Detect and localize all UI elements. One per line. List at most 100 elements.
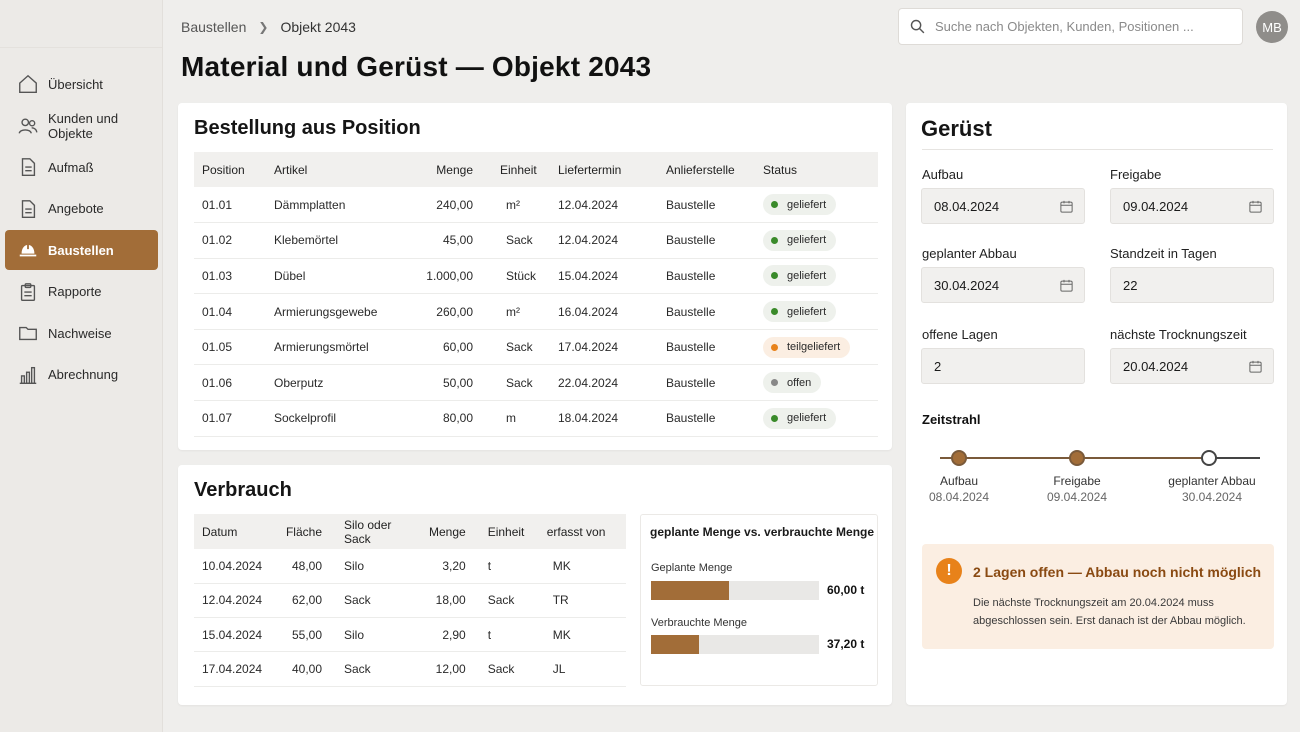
column-header[interactable]: Menge (386, 152, 481, 187)
column-header[interactable]: Liefertermin (550, 152, 658, 187)
standzeit-field: 22 (1110, 267, 1274, 303)
table-row[interactable]: 01.01 Dämmplatten 240,00 m² 12.04.2024 Bauste… (194, 187, 878, 224)
column-header[interactable]: Silo oder Sack (330, 514, 421, 549)
cell-termin: 12.04.2024 (550, 187, 658, 224)
cell-menge: 3,20 (421, 549, 474, 584)
sidebar-item-label: Aufmaß (48, 159, 94, 175)
consumption-title: Verbrauch (194, 479, 292, 501)
aufbau-date-field[interactable]: 08.04.2024 (921, 188, 1085, 224)
cell-menge: 45,00 (386, 222, 481, 259)
search-box[interactable] (898, 8, 1243, 45)
timeline-step-date: 09.04.2024 (1046, 490, 1108, 504)
table-row[interactable]: 01.05 Armierungsmörtel 60,00 Sack 17.04.2024… (194, 329, 878, 366)
table-row[interactable]: 01.07 Sockelprofil 80,00 m 18.04.2024 Baustel… (194, 400, 878, 437)
cell-einheit: Sack (481, 222, 550, 259)
column-header[interactable]: Position (194, 152, 266, 187)
cell-artikel: Klebemörtel (266, 222, 386, 259)
table-row[interactable]: 01.04 Armierungsgewebe 260,00 m² 16.04.2024 B… (194, 293, 878, 330)
sidebar-item-uebersicht[interactable]: Übersicht (5, 64, 158, 104)
cell-stelle: Baustelle (658, 293, 755, 330)
bar-value-used: 37,20 t (827, 637, 865, 651)
calendar-icon[interactable] (1059, 278, 1074, 293)
status-badge: geliefert (763, 265, 837, 287)
cell-stelle: Baustelle (658, 329, 755, 366)
cell-menge: 2,90 (421, 617, 474, 653)
column-header[interactable]: Status (755, 152, 878, 187)
column-header[interactable]: Artikel (266, 152, 386, 187)
sidebar-item-kunden[interactable]: Kunden und Objekte (5, 106, 158, 146)
cell-datum: 17.04.2024 (194, 651, 272, 687)
table-row[interactable]: 10.04.2024 48,00 Silo 3,20 t MK (194, 549, 626, 584)
column-header[interactable]: Menge (421, 514, 474, 549)
cell-status: geliefert (755, 400, 878, 437)
status-dot-icon (771, 379, 778, 387)
sidebar-item-aufmass[interactable]: Aufmaß (5, 147, 158, 187)
cell-status: geliefert (755, 187, 878, 224)
search-input[interactable] (935, 19, 1225, 34)
column-header[interactable]: Datum (194, 514, 272, 549)
table-row[interactable]: 01.02 Klebemörtel 45,00 Sack 12.04.2024 Baust… (194, 222, 878, 259)
sidebar-item-baustellen[interactable]: Baustellen (5, 230, 158, 270)
bar-label-used: Verbrauchte Menge (651, 617, 748, 629)
sidebar-item-nachweise[interactable]: Nachweise (5, 313, 158, 353)
sidebar-item-angebote[interactable]: Angebote (5, 189, 158, 229)
status-text: geliefert (787, 269, 827, 282)
cell-flaeche: 48,00 (272, 549, 330, 584)
cell-einheit: t (473, 549, 539, 584)
cell-stelle: Baustelle (658, 258, 755, 295)
cell-pos: 01.01 (194, 187, 266, 224)
alert-title: 2 Lagen offen — Abbau noch nicht möglich (973, 564, 1262, 580)
cell-von: MK (538, 617, 626, 653)
table-row[interactable]: 01.06 Oberputz 50,00 Sack 22.04.2024 Baustell… (194, 364, 878, 402)
divider (922, 149, 1273, 150)
table-row[interactable]: 15.04.2024 55,00 Silo 2,90 t MK (194, 617, 626, 653)
cell-einheit: Stück (481, 258, 550, 295)
status-badge: teilgeliefert (763, 336, 851, 358)
calendar-icon[interactable] (1059, 199, 1074, 214)
cell-von: TR (538, 583, 626, 619)
column-header[interactable]: erfasst von (538, 514, 626, 549)
lagen-field[interactable]: 2 (921, 348, 1085, 384)
sidebar-item-abrechnung[interactable]: Abrechnung (5, 355, 158, 395)
abbau-date-field[interactable]: 30.04.2024 (921, 267, 1085, 303)
status-dot-icon (771, 272, 778, 280)
calendar-icon[interactable] (1248, 359, 1263, 374)
status-badge: offen (763, 372, 822, 394)
cell-termin: 17.04.2024 (550, 329, 658, 366)
table-row[interactable]: 17.04.2024 40,00 Sack 12,00 Sack JL (194, 651, 626, 687)
column-header[interactable]: Einheit (473, 514, 539, 549)
cell-silo: Sack (330, 583, 421, 619)
column-header[interactable]: Einheit (481, 152, 550, 187)
standzeit-label: Standzeit in Tagen (1110, 246, 1217, 261)
column-header[interactable]: Fläche (272, 514, 330, 549)
cell-flaeche: 55,00 (272, 617, 330, 653)
trocknung-date-field[interactable]: 20.04.2024 (1110, 348, 1274, 384)
timeline-step-date: 30.04.2024 (1181, 490, 1243, 504)
calendar-icon[interactable] (1248, 199, 1263, 214)
bar-value-planned: 60,00 t (827, 583, 865, 597)
table-row[interactable]: 01.03 Dübel 1.000,00 Stück 15.04.2024 Baustel… (194, 258, 878, 295)
cell-silo: Silo (330, 617, 421, 653)
cell-datum: 15.04.2024 (194, 617, 272, 653)
warning-alert: ! 2 Lagen offen — Abbau noch nicht mögli… (922, 544, 1274, 649)
trocknung-label: nächste Trocknungszeit (1110, 327, 1247, 342)
sidebar-item-rapporte[interactable]: Rapporte (5, 272, 158, 312)
cell-termin: 12.04.2024 (550, 222, 658, 259)
order-card: Bestellung aus Position Position Artikel… (178, 103, 892, 450)
cell-flaeche: 40,00 (272, 651, 330, 687)
cell-einheit: Sack (473, 583, 539, 619)
timeline-step-label: geplanter Abbau (1168, 474, 1256, 488)
cell-menge: 260,00 (386, 293, 481, 330)
order-title: Bestellung aus Position (194, 117, 421, 139)
cell-artikel: Armierungsgewebe (266, 293, 386, 330)
hard-hat-icon (19, 244, 37, 257)
table-row[interactable]: 12.04.2024 62,00 Sack 18,00 Sack TR (194, 583, 626, 619)
avatar[interactable]: MB (1256, 11, 1288, 43)
cell-menge: 240,00 (386, 187, 481, 224)
cell-status: offen (755, 364, 878, 402)
breadcrumb-baustellen[interactable]: Baustellen (181, 19, 247, 35)
users-icon (18, 117, 38, 134)
freigabe-date-field[interactable]: 09.04.2024 (1110, 188, 1274, 224)
column-header[interactable]: Anlieferstelle (658, 152, 755, 187)
trocknung-value: 20.04.2024 (1123, 358, 1189, 374)
